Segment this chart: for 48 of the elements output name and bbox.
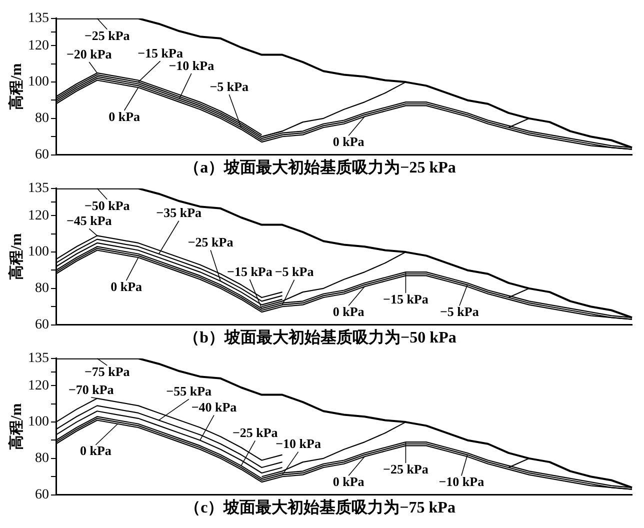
legend-label: −5 kPa xyxy=(440,304,480,320)
text: 0 kPa xyxy=(108,108,140,124)
legend-label: −10 kPa xyxy=(438,474,485,490)
y-tick-label: 100 xyxy=(28,414,49,430)
y-tick-label: 80 xyxy=(35,111,49,126)
text: （a）坡面最大初始基质吸力为−25 kPa xyxy=(184,158,456,177)
text: −10 kPa xyxy=(276,436,321,452)
legend-label: −50 kPa xyxy=(84,198,130,213)
y-tick-label: 80 xyxy=(35,281,49,296)
y-tick-label: 120 xyxy=(28,378,49,394)
y-axis-title: 高程/m xyxy=(6,402,25,450)
series-label: −25 kPa xyxy=(188,234,234,250)
y-axis-title: 高程/m xyxy=(6,232,25,280)
legend-label: −75 kPa xyxy=(84,364,130,379)
legend-label: 0 kPa xyxy=(80,443,112,458)
text: −5 kPa xyxy=(274,264,314,280)
y-tick-label: 135 xyxy=(28,11,49,26)
legend-label: 0 kPa xyxy=(110,278,142,294)
y-tick-label: 60 xyxy=(35,317,49,332)
series-label: −40 kPa xyxy=(191,400,238,415)
y-tick-label: 135 xyxy=(28,181,49,196)
text: −35 kPa xyxy=(156,205,202,220)
legend-label: −25 kPa xyxy=(383,461,429,476)
text: 0 kPa xyxy=(332,474,364,489)
y-tick-label: 135 xyxy=(28,351,49,366)
series-label: −25 kPa xyxy=(84,28,130,43)
legend-label: −5 kPa xyxy=(210,78,250,94)
y-tick-label: 60 xyxy=(35,147,49,162)
series-label: −20 kPa xyxy=(66,46,112,62)
series-label: −45 kPa xyxy=(66,213,112,228)
text: （b）坡面最大初始基质吸力为−50 kPa xyxy=(184,328,456,347)
y-tick-label: 60 xyxy=(35,487,49,502)
y-tick-label: 80 xyxy=(35,451,49,466)
text: 0 kPa xyxy=(332,304,364,319)
series-label: −15 kPa xyxy=(138,45,184,60)
y-tick-label: 100 xyxy=(28,74,49,90)
text: （c）坡面最大初始基质吸力为−75 kPa xyxy=(184,498,456,517)
series-label: 0 kPa xyxy=(332,134,365,149)
series-label: −55 kPa xyxy=(166,384,212,399)
y-tick-label: 120 xyxy=(28,38,49,54)
y-tick-label: 100 xyxy=(28,244,49,260)
y-tick-label: 120 xyxy=(28,208,49,224)
text: −15 kPa xyxy=(227,264,272,279)
series-label: −10 kPa xyxy=(168,58,215,73)
y-axis-title: 高程/m xyxy=(6,62,25,110)
series-label: −70 kPa xyxy=(68,382,114,397)
legend-label: −15 kPa xyxy=(383,291,429,306)
text: −25 kPa xyxy=(232,425,278,440)
